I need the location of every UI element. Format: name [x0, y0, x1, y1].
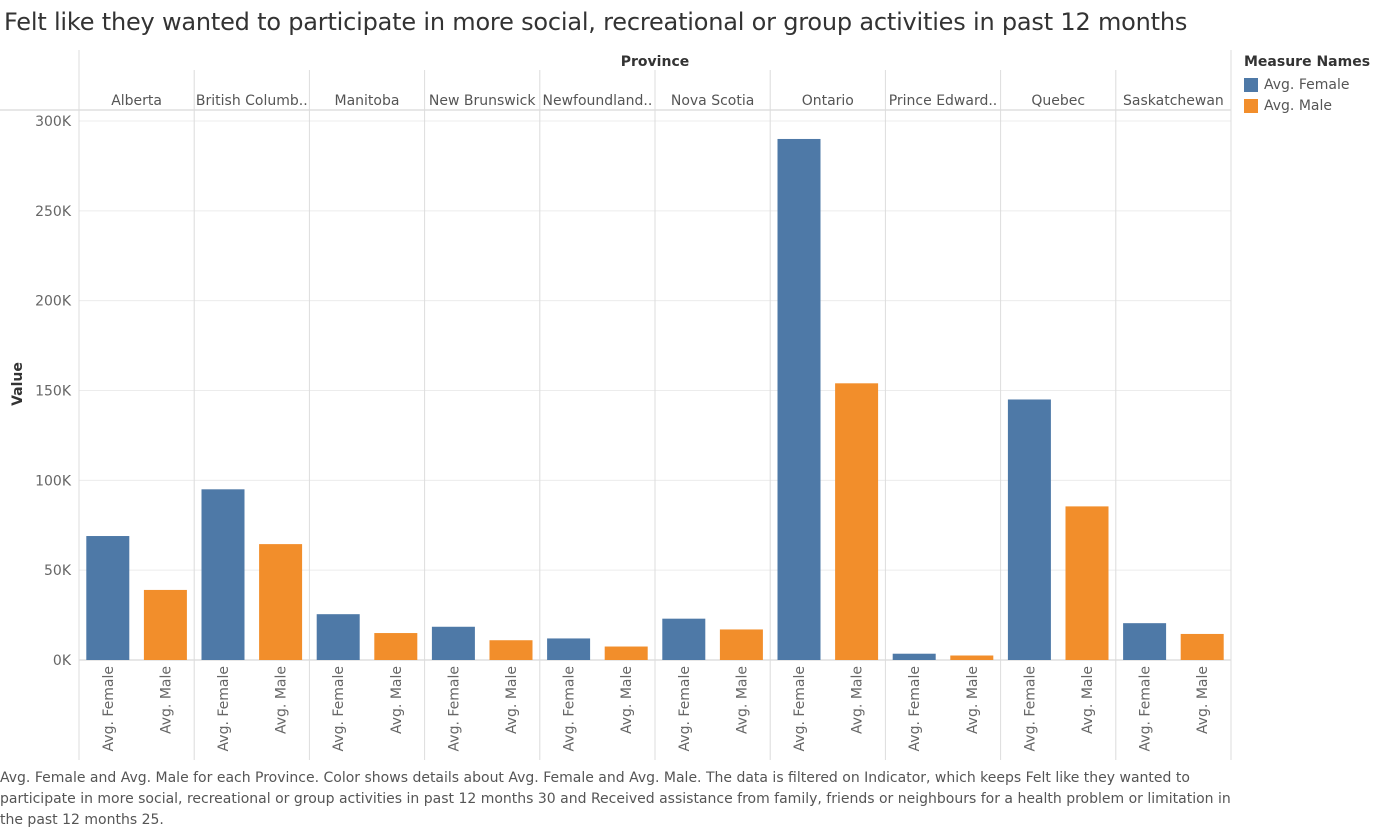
province-label: Nova Scotia — [671, 93, 754, 109]
x-tick-label: Avg. Male — [158, 666, 174, 734]
province-label: Manitoba — [335, 93, 400, 109]
x-tick-label: Avg. Female — [101, 666, 117, 751]
bar-female — [1007, 399, 1051, 660]
bar-female — [316, 614, 360, 660]
chart-caption: Avg. Female and Avg. Male for each Provi… — [0, 770, 1231, 828]
bar-male — [374, 633, 418, 660]
x-tick-label: Avg. Female — [907, 666, 923, 751]
x-tick-label: Avg. Male — [274, 666, 290, 734]
y-tick-label: 0K — [53, 653, 72, 669]
legend-item-female[interactable]: Avg. Female — [1244, 74, 1370, 95]
x-tick-label: Avg. Female — [1138, 666, 1154, 751]
legend-swatch-female — [1244, 77, 1258, 92]
bar-male — [489, 640, 533, 660]
bar-female — [86, 536, 130, 660]
y-tick-label: 150K — [35, 384, 72, 400]
bar-female — [662, 618, 706, 660]
labels: 0K 50K 100K 150K 200K 250K 300K Province Value Al… — [10, 54, 1224, 751]
x-tick-label: Avg. Female — [562, 666, 578, 751]
bar-male — [259, 544, 303, 660]
bar-female — [431, 626, 475, 660]
bar-chart: 0K 50K 100K 150K 200K 250K 300K Province Value Al… — [0, 50, 1232, 760]
x-tick-label: Avg. Male — [965, 666, 981, 734]
bar-female — [547, 638, 591, 660]
legend-item-male[interactable]: Avg. Male — [1244, 95, 1370, 116]
province-label: Quebec — [1031, 93, 1085, 109]
bar-male — [604, 646, 648, 660]
y-axis-title: Value — [10, 362, 26, 406]
bars — [86, 138, 1224, 660]
y-tick-label: 250K — [35, 204, 72, 220]
legend-label-female: Avg. Female — [1264, 76, 1350, 93]
bar-male — [1065, 506, 1109, 660]
y-tick-label: 200K — [35, 294, 72, 310]
bar-female — [201, 489, 245, 660]
bar-male — [719, 629, 763, 660]
bar-female — [777, 138, 821, 660]
legend-swatch-male — [1244, 98, 1258, 113]
x-tick-label: Avg. Male — [734, 666, 750, 734]
x-tick-label: Avg. Female — [677, 666, 693, 751]
legend-label-male: Avg. Male — [1264, 97, 1332, 114]
province-label: British Columb.. — [196, 93, 308, 109]
x-tick-label: Avg. Male — [504, 666, 520, 734]
chart-title: Felt like they wanted to participate in … — [4, 8, 1188, 36]
y-tick-label: 50K — [44, 563, 72, 579]
province-label: Alberta — [111, 93, 162, 109]
bar-male — [950, 655, 994, 660]
bar-male — [143, 589, 187, 660]
province-label: Saskatchewan — [1123, 93, 1224, 109]
province-label: New Brunswick — [429, 93, 536, 109]
x-tick-label: Avg. Female — [216, 666, 232, 751]
x-tick-label: Avg. Female — [331, 666, 347, 751]
x-tick-label: Avg. Male — [1080, 666, 1096, 734]
province-label: Ontario — [802, 93, 854, 109]
x-tick-label: Avg. Male — [1195, 666, 1211, 734]
x-tick-label: Avg. Male — [619, 666, 635, 734]
bar-female — [892, 653, 936, 660]
x-tick-label: Avg. Female — [792, 666, 808, 751]
bar-male — [835, 383, 879, 660]
bar-female — [1123, 623, 1167, 660]
y-tick-label: 100K — [35, 473, 72, 489]
column-header: Province — [621, 54, 689, 70]
x-tick-label: Avg. Female — [446, 666, 462, 751]
province-label: Prince Edward.. — [889, 93, 998, 109]
province-label: Newfoundland.. — [543, 93, 653, 109]
x-tick-label: Avg. Male — [850, 666, 866, 734]
legend: Measure Names Avg. Female Avg. Male — [1244, 54, 1370, 116]
bar-male — [1180, 633, 1224, 660]
x-tick-label: Avg. Female — [1022, 666, 1038, 751]
y-tick-label: 300K — [35, 114, 72, 130]
x-tick-label: Avg. Male — [389, 666, 405, 734]
legend-title: Measure Names — [1244, 54, 1371, 70]
